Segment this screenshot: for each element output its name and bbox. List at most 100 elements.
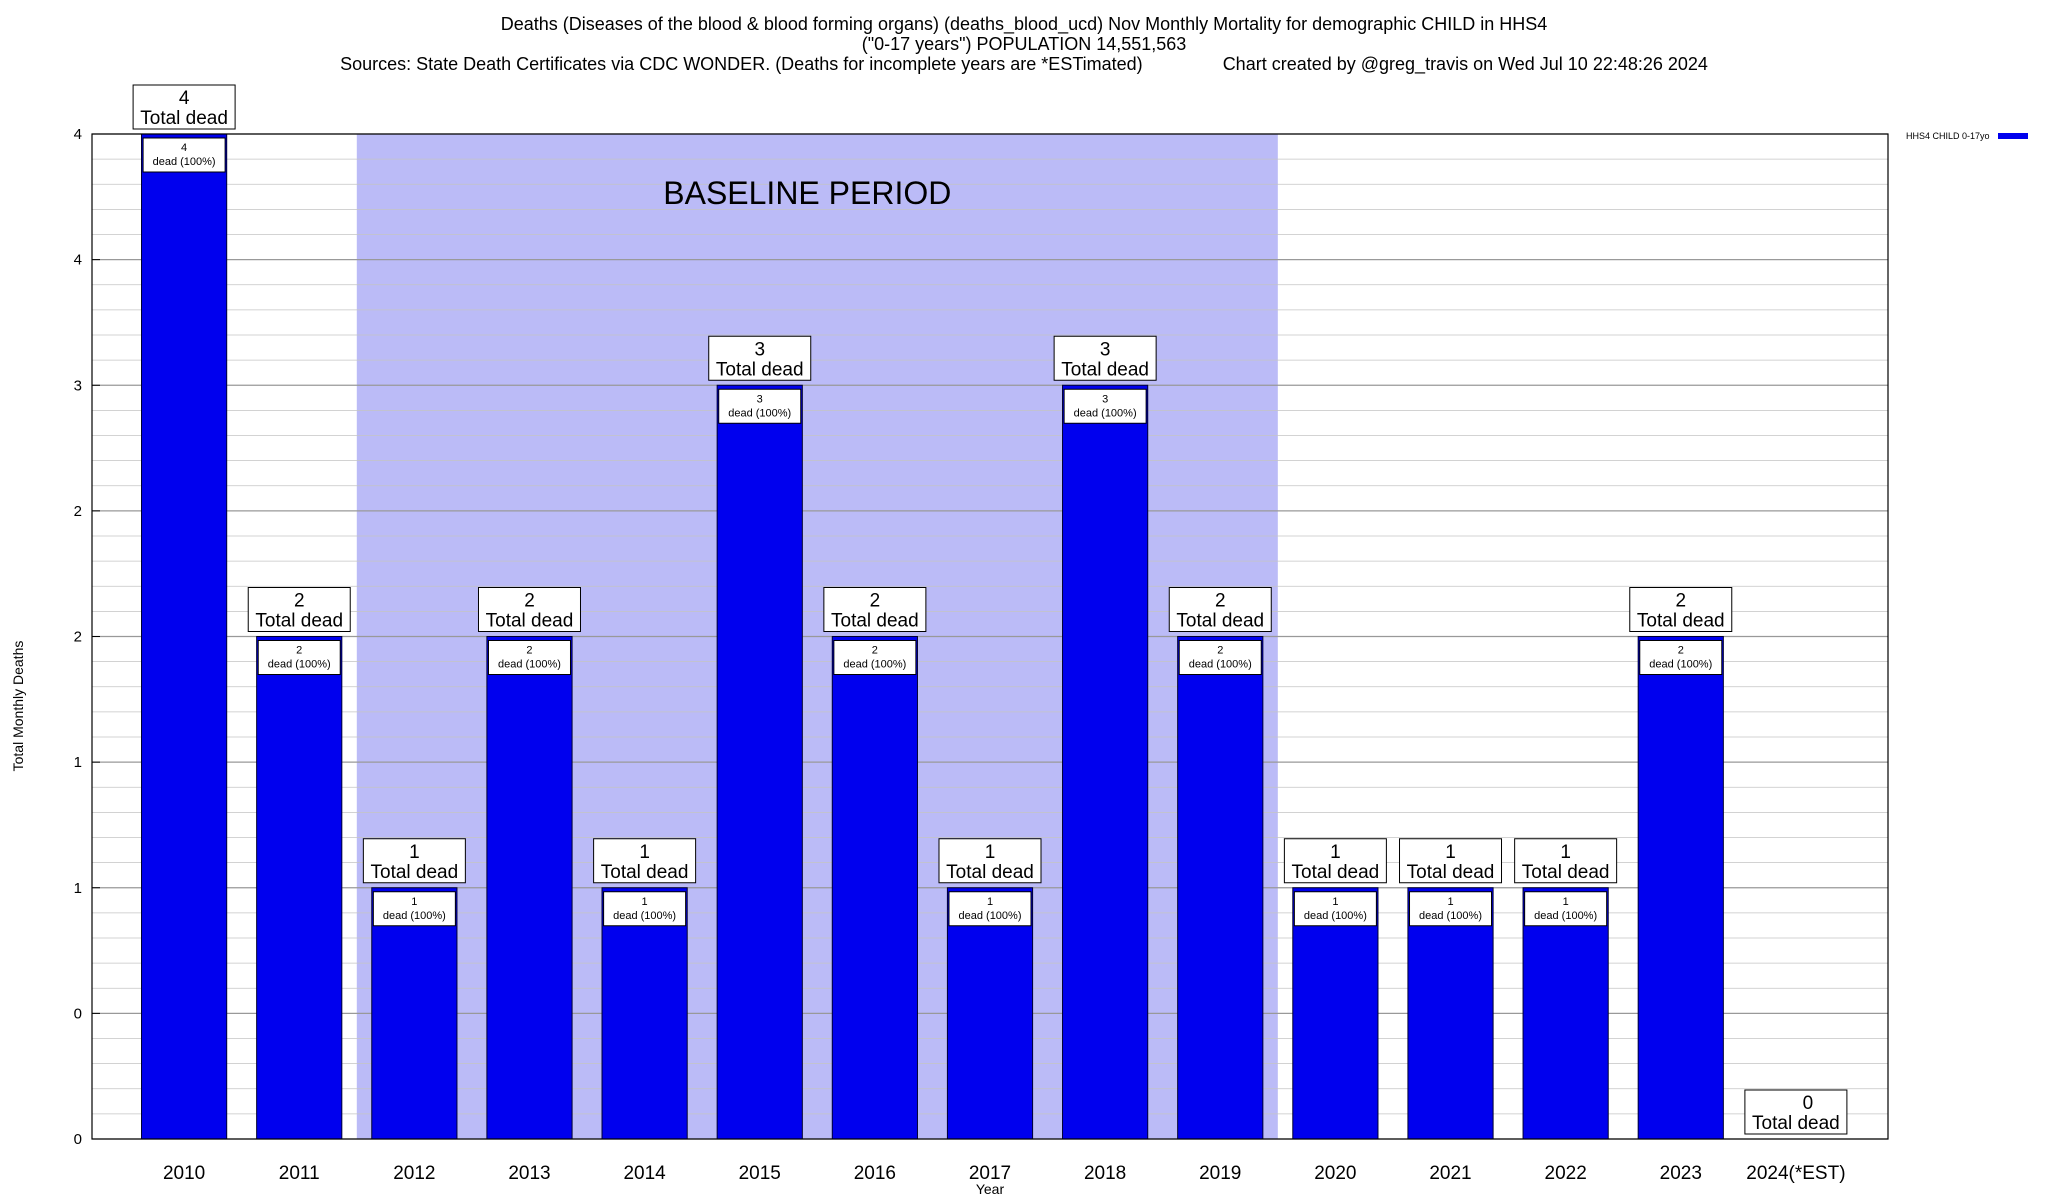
y-tick-label: 0 bbox=[74, 1005, 82, 1022]
bar-inner-label-box bbox=[718, 388, 802, 424]
bar-inner-label-text: dead (100%) bbox=[498, 659, 561, 671]
bar-inner-label-box bbox=[1639, 640, 1723, 675]
y-tick-label: 4 bbox=[74, 126, 82, 143]
total-label-box bbox=[938, 838, 1042, 884]
legend-label: HHS4 CHILD 0-17yo bbox=[1906, 131, 1990, 141]
bar-inner-label-value: 2 bbox=[526, 645, 532, 657]
bar-inner-label-text: dead (100%) bbox=[1419, 910, 1482, 922]
bar-inner-label-box bbox=[833, 640, 917, 675]
total-label-box bbox=[1053, 335, 1157, 381]
chart-title: Deaths (Diseases of the blood & blood fo… bbox=[500, 14, 1548, 34]
bar-inner-label-text: dead (100%) bbox=[728, 407, 791, 419]
bar-inner-label-text: dead (100%) bbox=[1534, 910, 1597, 922]
bar-inner-label-box bbox=[257, 640, 341, 675]
bar bbox=[601, 887, 688, 1140]
bar-inner-label-box bbox=[1409, 891, 1493, 927]
bar-inner-label-box bbox=[1293, 891, 1377, 927]
total-label-value: 3 bbox=[754, 339, 765, 360]
total-label-value: 1 bbox=[1330, 842, 1341, 863]
y-tick-label: 1 bbox=[74, 880, 82, 897]
bar-inner-label-value: 1 bbox=[1563, 896, 1569, 908]
bar-inner-label-value: 1 bbox=[411, 896, 417, 908]
x-tick-label: 2022 bbox=[1545, 1163, 1587, 1184]
total-label-text: Total dead bbox=[831, 611, 919, 632]
bar-inner-label-value: 1 bbox=[1332, 896, 1338, 908]
x-tick-label: 2016 bbox=[854, 1163, 896, 1184]
bar-inner-label-box bbox=[487, 640, 571, 675]
total-label-box bbox=[1514, 838, 1618, 884]
total-label-text: Total dead bbox=[1292, 862, 1380, 883]
chart-sources: Sources: State Death Certificates via CD… bbox=[340, 54, 1143, 74]
total-label-box bbox=[1744, 1089, 1848, 1135]
total-label-box bbox=[593, 838, 697, 884]
legend-swatch bbox=[1997, 133, 2028, 139]
total-label-value: 2 bbox=[524, 591, 535, 612]
total-label-text: Total dead bbox=[1176, 611, 1264, 632]
bar bbox=[371, 887, 458, 1140]
total-label-value: 2 bbox=[1215, 591, 1226, 612]
total-label-text: Total dead bbox=[601, 862, 689, 883]
x-tick-label: 2013 bbox=[508, 1163, 550, 1184]
bar-inner-label-value: 4 bbox=[181, 142, 187, 154]
baseline-label: BASELINE PERIOD bbox=[663, 175, 951, 211]
total-label-text: Total dead bbox=[716, 359, 804, 380]
bar-inner-label-text: dead (100%) bbox=[1189, 659, 1252, 671]
bar-inner-label-text: dead (100%) bbox=[959, 910, 1022, 922]
total-label-box bbox=[1283, 838, 1387, 884]
total-label-value: 1 bbox=[1445, 842, 1456, 863]
total-label-box bbox=[1168, 587, 1272, 632]
bar-inner-label-box bbox=[603, 891, 687, 927]
total-label-text: Total dead bbox=[1407, 862, 1495, 883]
bar-inner-label-value: 2 bbox=[1217, 645, 1223, 657]
x-tick-label: 2014 bbox=[623, 1163, 666, 1184]
y-tick-label: 2 bbox=[74, 629, 82, 646]
chart-credit: Chart created by @greg_travis on Wed Jul… bbox=[1222, 54, 1708, 74]
total-label-value: 1 bbox=[409, 842, 420, 863]
total-label-box bbox=[708, 335, 812, 381]
total-label-text: Total dead bbox=[1637, 611, 1725, 632]
bar-inner-label-text: dead (100%) bbox=[1304, 910, 1367, 922]
bar bbox=[486, 636, 573, 1140]
legend: HHS4 CHILD 0-17yo bbox=[1906, 131, 2028, 141]
total-label-box bbox=[1399, 838, 1503, 884]
total-label-box bbox=[362, 838, 466, 884]
x-tick-label: 2015 bbox=[739, 1163, 781, 1184]
x-axis-label: Year bbox=[975, 1181, 1005, 1197]
bar-inner-label-value: 2 bbox=[872, 645, 878, 657]
plot-area-border bbox=[91, 133, 1889, 1140]
y-axis-label: Total Monthly Deaths bbox=[10, 640, 26, 772]
bar bbox=[946, 887, 1034, 1140]
bar-inner-label-text: dead (100%) bbox=[268, 659, 331, 671]
x-tick-label: 2024(*EST) bbox=[1746, 1163, 1845, 1184]
x-tick-label: 2011 bbox=[279, 1163, 320, 1184]
bar-inner-label-value: 3 bbox=[1102, 393, 1108, 405]
total-label-box bbox=[132, 84, 236, 130]
bar-inner-label-box bbox=[1063, 388, 1147, 424]
total-label-text: Total dead bbox=[1752, 1113, 1840, 1134]
bar-inner-label-box bbox=[948, 891, 1032, 927]
total-label-text: Total dead bbox=[1061, 359, 1149, 380]
bar-inner-label-text: dead (100%) bbox=[1649, 659, 1712, 671]
bar bbox=[716, 384, 803, 1140]
bar-inner-label-text: dead (100%) bbox=[153, 156, 216, 168]
x-tick-label: 2010 bbox=[163, 1163, 205, 1184]
bar-inner-label-text: dead (100%) bbox=[1074, 407, 1137, 419]
bar bbox=[1292, 887, 1379, 1140]
bar bbox=[1637, 636, 1724, 1140]
bar-inner-label-box bbox=[142, 137, 226, 173]
y-tick-label: 4 bbox=[74, 252, 82, 269]
chart-sources-credit: Sources: State Death Certificates via CD… bbox=[0, 54, 2048, 74]
bar-inner-label-value: 3 bbox=[757, 393, 763, 405]
bar bbox=[1177, 636, 1264, 1140]
bar bbox=[256, 636, 343, 1140]
x-tick-label: 2018 bbox=[1084, 1163, 1126, 1184]
total-label-text: Total dead bbox=[946, 862, 1034, 883]
total-label-box bbox=[247, 587, 351, 632]
total-label-value: 4 bbox=[179, 88, 190, 109]
total-label-text: Total dead bbox=[1522, 862, 1610, 883]
bar-inner-label-value: 2 bbox=[1678, 645, 1684, 657]
bar bbox=[1522, 887, 1609, 1140]
bar-inner-label-text: dead (100%) bbox=[613, 910, 676, 922]
bar-inner-label-box bbox=[1524, 891, 1608, 927]
y-tick-label: 0 bbox=[74, 1131, 82, 1148]
